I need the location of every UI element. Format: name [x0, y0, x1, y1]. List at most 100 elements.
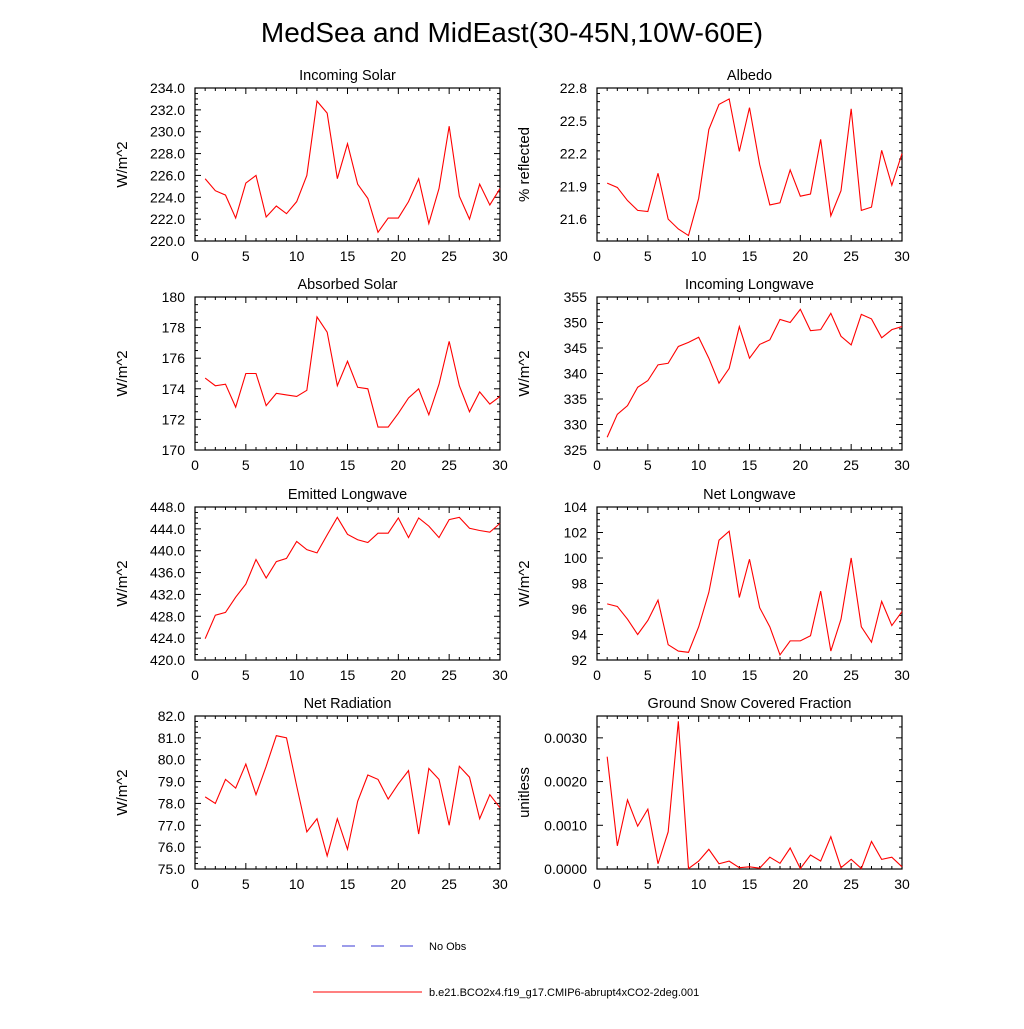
x-tick-label: 0 — [593, 667, 601, 683]
x-tick-label: 0 — [593, 457, 601, 473]
y-axis-label: W/m^2 — [516, 350, 533, 396]
series-line — [204, 99, 501, 234]
y-tick-label: 77.0 — [158, 817, 185, 833]
panel-title: Ground Snow Covered Fraction — [648, 696, 852, 712]
chart-panel: Incoming Solar W/m^2 0 5 10 15 20 25 30 220.0 222.… — [114, 68, 508, 264]
y-axis-label: W/m^2 — [516, 560, 533, 606]
y-tick-label: 81.0 — [158, 730, 185, 746]
x-tick-label: 0 — [191, 667, 199, 683]
y-axis-label: W/m^2 — [114, 769, 131, 815]
chart-panel: Ground Snow Covered Fraction unitless 0 5 10… — [516, 696, 910, 892]
x-tick-label: 10 — [691, 876, 707, 892]
x-tick-label: 0 — [191, 457, 199, 473]
y-tick-label: 75.0 — [158, 861, 185, 877]
y-tick-label: 340 — [564, 366, 588, 382]
x-tick-label: 30 — [894, 457, 910, 473]
plot-frame — [194, 296, 501, 451]
x-tick-label: 20 — [391, 876, 407, 892]
y-axis-label: W/m^2 — [114, 141, 131, 187]
x-tick-label: 30 — [894, 248, 910, 264]
plot-frame — [194, 715, 501, 870]
x-tick-label: 10 — [289, 248, 305, 264]
x-tick-label: 20 — [391, 248, 407, 264]
x-tick-label: 5 — [242, 876, 250, 892]
y-tick-label: 21.9 — [560, 178, 587, 194]
y-axis-label: % reflected — [516, 127, 533, 202]
y-tick-label: 0.0010 — [544, 817, 587, 833]
x-tick-label: 0 — [593, 248, 601, 264]
y-tick-label: 330 — [564, 417, 588, 433]
x-tick-label: 25 — [843, 876, 859, 892]
figure-title: MedSea and MidEast(30-45N,10W-60E) — [261, 17, 763, 48]
y-tick-label: 350 — [564, 315, 588, 331]
panel-title: Incoming Longwave — [685, 277, 814, 293]
x-tick-label: 20 — [793, 667, 809, 683]
legend: No Obs b.e21.BCO2x4.f19_g17.CMIP6-abrupt4… — [313, 941, 699, 999]
y-tick-label: 96 — [571, 601, 587, 617]
x-tick-label: 10 — [691, 248, 707, 264]
x-tick-label: 10 — [289, 876, 305, 892]
y-tick-label: 234.0 — [150, 80, 185, 96]
y-tick-label: 424.0 — [150, 630, 185, 646]
y-tick-label: 440.0 — [150, 543, 185, 559]
legend-label: b.e21.BCO2x4.f19_g17.CMIP6-abrupt4xCO2-2… — [429, 987, 699, 999]
y-tick-label: 78.0 — [158, 795, 185, 811]
x-tick-label: 0 — [191, 876, 199, 892]
y-tick-label: 180 — [162, 289, 186, 305]
y-tick-label: 232.0 — [150, 102, 185, 118]
y-tick-label: 170 — [162, 442, 186, 458]
y-tick-label: 100 — [564, 550, 588, 566]
x-tick-label: 25 — [441, 457, 457, 473]
x-tick-label: 15 — [742, 248, 758, 264]
y-tick-label: 226.0 — [150, 167, 185, 183]
y-axis-label: W/m^2 — [114, 350, 131, 396]
x-tick-label: 15 — [340, 248, 356, 264]
x-tick-label: 30 — [492, 667, 508, 683]
y-tick-label: 21.6 — [560, 211, 587, 227]
y-tick-label: 420.0 — [150, 652, 185, 668]
y-tick-label: 22.2 — [560, 146, 587, 162]
x-tick-label: 30 — [492, 457, 508, 473]
panel-title: Emitted Longwave — [288, 487, 407, 503]
y-tick-label: 224.0 — [150, 189, 185, 205]
y-tick-label: 22.8 — [560, 80, 587, 96]
y-tick-label: 94 — [571, 627, 587, 643]
y-tick-label: 176 — [162, 350, 186, 366]
series-line — [204, 516, 501, 639]
x-tick-label: 25 — [441, 248, 457, 264]
y-tick-label: 448.0 — [150, 499, 185, 515]
y-tick-label: 178 — [162, 320, 186, 336]
x-tick-label: 25 — [441, 667, 457, 683]
chart-panel: Net Radiation W/m^2 0 5 10 15 20 25 30 75.0 76.0 77… — [114, 696, 508, 892]
x-tick-label: 15 — [742, 876, 758, 892]
chart-panel: Absorbed Solar W/m^2 0 5 10 15 20 25 30 170 172 174… — [114, 277, 508, 473]
chart-panel: Net Longwave W/m^2 0 5 10 15 20 25 30 92 94 96 98 100… — [516, 487, 910, 683]
y-tick-label: 76.0 — [158, 839, 185, 855]
panel-title: Net Longwave — [703, 487, 796, 503]
y-tick-label: 104 — [564, 499, 588, 515]
x-tick-label: 30 — [894, 876, 910, 892]
x-tick-label: 15 — [340, 667, 356, 683]
y-tick-label: 222.0 — [150, 211, 185, 227]
y-tick-label: 335 — [564, 391, 588, 407]
x-tick-label: 30 — [894, 667, 910, 683]
x-tick-label: 5 — [644, 457, 652, 473]
y-tick-label: 0.0000 — [544, 861, 587, 877]
panel-grid: Incoming Solar W/m^2 0 5 10 15 20 25 30 220.0 222.… — [114, 68, 910, 892]
series-line — [606, 98, 903, 237]
x-tick-label: 0 — [593, 876, 601, 892]
series-line — [606, 308, 903, 438]
y-tick-label: 0.0030 — [544, 730, 587, 746]
x-tick-label: 5 — [242, 248, 250, 264]
series-line — [606, 721, 903, 870]
x-tick-label: 5 — [242, 667, 250, 683]
x-tick-label: 5 — [644, 667, 652, 683]
y-tick-label: 92 — [571, 652, 587, 668]
y-tick-label: 355 — [564, 289, 588, 305]
x-tick-label: 20 — [391, 457, 407, 473]
y-tick-label: 80.0 — [158, 752, 185, 768]
panel-title: Incoming Solar — [299, 68, 396, 84]
series-line — [607, 530, 903, 657]
